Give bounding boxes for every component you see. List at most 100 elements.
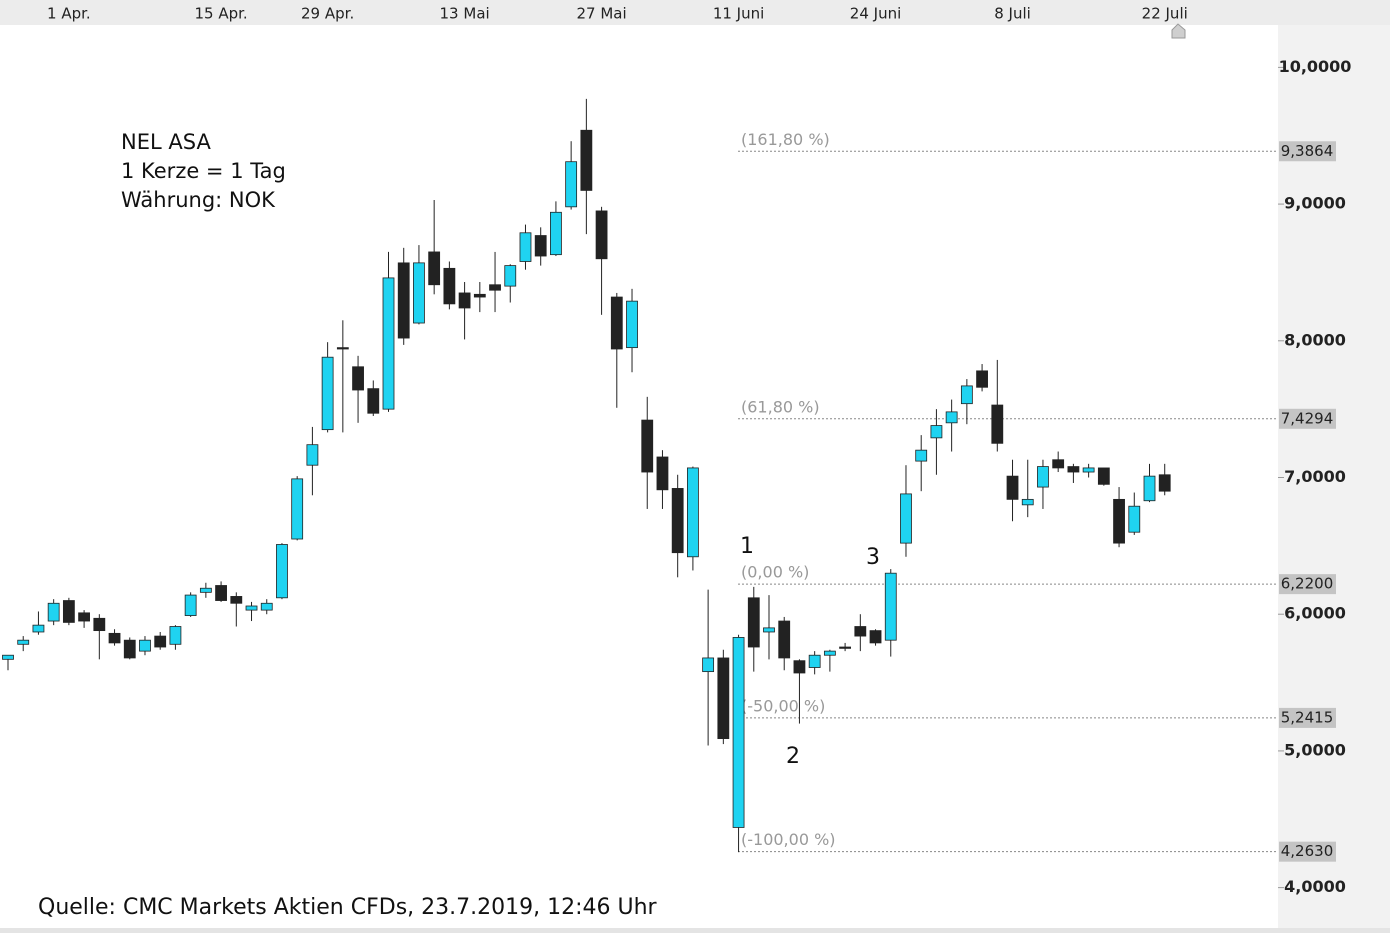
candle-body xyxy=(839,646,851,649)
level-price-label: 4,2630 xyxy=(1281,842,1334,860)
candle-body xyxy=(1158,474,1171,492)
candle-body xyxy=(245,605,258,611)
candle-body xyxy=(123,639,136,659)
level-price-label: 7,4294 xyxy=(1281,409,1334,427)
candle-body xyxy=(458,292,471,309)
level-price-label: 9,3864 xyxy=(1281,142,1334,160)
candle-body xyxy=(413,262,425,324)
candle-body xyxy=(199,587,212,593)
candle-body xyxy=(1052,459,1065,469)
candle-body xyxy=(443,267,456,305)
level-price-box xyxy=(1279,707,1336,728)
candle-body xyxy=(1006,475,1019,500)
candle-body xyxy=(78,612,90,622)
candle-body xyxy=(321,356,334,431)
candle-body xyxy=(854,626,867,637)
y-tick-label: 7,0000 xyxy=(1284,467,1346,486)
candle-body xyxy=(260,602,273,611)
candle-body xyxy=(900,493,912,544)
candle-body xyxy=(884,572,897,641)
date-bar xyxy=(0,0,1390,25)
candle-body xyxy=(671,488,684,554)
candle-body xyxy=(763,627,775,633)
candle-body xyxy=(139,639,151,652)
y-tick-label: 5,0000 xyxy=(1284,740,1346,759)
level-price-box xyxy=(1279,408,1336,429)
x-tick-label: 27 Mai xyxy=(577,5,627,23)
x-tick-label: 11 Juni xyxy=(713,5,764,23)
candle-body xyxy=(778,620,791,659)
candle-body xyxy=(641,419,654,473)
candle-body xyxy=(62,600,75,623)
candle-body xyxy=(915,449,928,462)
info-line: Währung: NOK xyxy=(121,188,276,212)
level-label: (161,80 %) xyxy=(741,130,830,149)
candle-body xyxy=(717,657,730,740)
candle-body xyxy=(1128,505,1141,533)
candle-body xyxy=(1067,466,1080,473)
info-line: NEL ASA xyxy=(121,130,211,154)
candle-body xyxy=(397,262,410,339)
candle-body xyxy=(489,284,501,291)
candle-body xyxy=(352,366,364,391)
wave-label: 2 xyxy=(786,744,800,769)
candle-body xyxy=(17,639,30,645)
candle-body xyxy=(291,478,304,540)
candle-body xyxy=(1097,467,1110,485)
y-tick-label: 6,0000 xyxy=(1284,604,1346,623)
candle-body xyxy=(732,637,745,828)
candle-body xyxy=(565,161,578,208)
candle-body xyxy=(793,660,806,674)
candle-body xyxy=(960,385,973,405)
candle-body xyxy=(2,654,14,660)
candle-body xyxy=(169,626,182,645)
candle-body xyxy=(47,602,60,622)
candle-body xyxy=(382,277,395,410)
source: Quelle: CMC Markets Aktien CFDs, 23.7.20… xyxy=(38,895,658,920)
candle-body xyxy=(473,293,486,298)
candle-body xyxy=(869,630,882,644)
x-tick-label: 22 Juli xyxy=(1142,5,1188,23)
x-tick-label: 29 Apr. xyxy=(301,5,354,23)
candle-body xyxy=(930,425,943,439)
candle-body xyxy=(1113,498,1125,544)
bottom-bar xyxy=(0,928,1390,933)
candle-body xyxy=(1143,475,1156,502)
candle-body xyxy=(595,210,608,260)
candle-body xyxy=(184,594,197,616)
info-line: 1 Kerze = 1 Tag xyxy=(121,159,286,183)
candle-body xyxy=(976,370,988,388)
candle-body xyxy=(108,632,121,644)
y-tick-label: 10,0000 xyxy=(1279,57,1352,76)
candle-body xyxy=(702,657,715,673)
candle-body xyxy=(747,597,760,648)
candle-body xyxy=(367,388,380,414)
candle-body xyxy=(656,456,669,491)
level-label: (0,00 %) xyxy=(741,563,809,582)
level-price-box xyxy=(1279,841,1336,862)
candle-body xyxy=(336,347,349,350)
candle-body xyxy=(215,585,227,601)
wave-label: 3 xyxy=(866,545,880,570)
level-label: (61,80 %) xyxy=(741,397,820,416)
x-tick-label: 1 Apr. xyxy=(47,5,91,23)
candle-body xyxy=(580,129,593,191)
level-price-label: 6,2200 xyxy=(1281,575,1334,593)
candle-body xyxy=(550,211,562,256)
y-tick-label: 9,0000 xyxy=(1284,194,1346,213)
candle-body xyxy=(32,624,45,633)
candle-body xyxy=(154,635,167,648)
y-tick-label: 8,0000 xyxy=(1284,330,1346,349)
candle-body xyxy=(504,265,517,287)
candle-body xyxy=(823,650,836,656)
y-tick-label: 4,0000 xyxy=(1284,877,1346,896)
wave-label: 1 xyxy=(740,534,754,559)
candle-body xyxy=(610,296,623,350)
candle-body xyxy=(687,467,699,558)
candle-body xyxy=(626,300,638,349)
candle-body xyxy=(1082,467,1095,473)
candle-body xyxy=(1021,498,1034,506)
level-label: (-100,00 %) xyxy=(741,830,836,849)
